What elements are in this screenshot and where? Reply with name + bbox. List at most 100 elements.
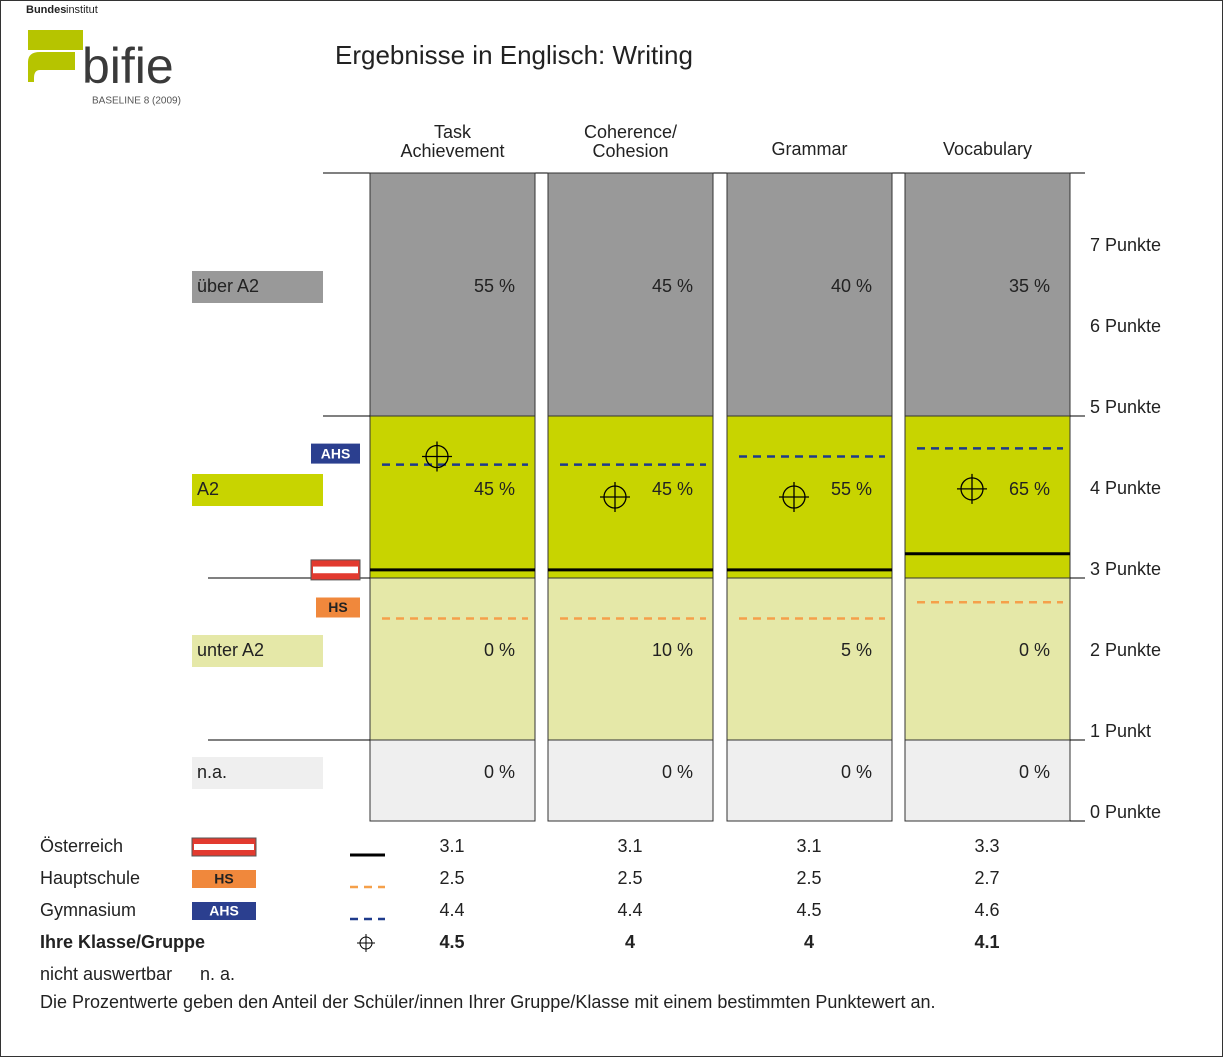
badge-text: AHS [321, 445, 351, 461]
logo-suffix: institut [66, 4, 98, 16]
band-legend-box [192, 635, 323, 667]
percent-label: 55 % [474, 276, 515, 296]
percent-label: 45 % [652, 276, 693, 296]
band-cell [726, 739, 893, 822]
percent-label: 0 % [484, 640, 515, 660]
band-cell [726, 577, 893, 741]
value-cell: 4.5 [439, 932, 464, 952]
percent-label: 0 % [1019, 762, 1050, 782]
chart-title: Ergebnisse in Englisch: Writing [335, 40, 693, 70]
value-cell: 4.6 [974, 900, 999, 920]
band-legend-box [192, 474, 323, 506]
percent-label: 0 % [1019, 640, 1050, 660]
class-marker [779, 482, 809, 512]
flag-austria [310, 559, 361, 581]
band-name: n.a. [197, 762, 227, 782]
flag-white [313, 566, 358, 574]
band-name: unter A2 [197, 640, 264, 660]
band-cell [369, 172, 536, 417]
class-marker [422, 441, 452, 472]
value-cell: 3.1 [617, 836, 642, 856]
band-cell [369, 739, 536, 822]
logo-prefix: Bundes [26, 4, 66, 16]
badge-text: AHS [209, 903, 239, 919]
band-cell [726, 415, 893, 579]
value-cell: 4 [625, 932, 635, 952]
column-header: Vocabulary [943, 139, 1032, 159]
series-name: Ihre Klasse/Gruppe [40, 932, 205, 952]
y-tick-label: 1 Punkt [1090, 721, 1151, 741]
band-legend-box [192, 271, 323, 303]
badge-box [311, 443, 360, 464]
y-tick-label: 5 Punkte [1090, 397, 1161, 417]
column-header: Task [434, 122, 472, 142]
band-cell [547, 415, 714, 579]
value-cell: 2.5 [796, 868, 821, 888]
logo-name: bifie [82, 38, 174, 94]
legend-crosshair [357, 934, 375, 952]
value-cell: 3.3 [974, 836, 999, 856]
band-name: A2 [197, 479, 219, 499]
value-cell: 4.5 [796, 900, 821, 920]
y-tick-label: 6 Punkte [1090, 316, 1161, 336]
series-name: Hauptschule [40, 868, 140, 888]
band-name: über A2 [197, 276, 259, 296]
percent-label: 45 % [652, 479, 693, 499]
column-header: Cohesion [592, 141, 668, 161]
badge-box [192, 902, 256, 920]
percent-label: 0 % [841, 762, 872, 782]
value-cell: 4.1 [974, 932, 999, 952]
band-cell [547, 577, 714, 741]
band-cell [904, 739, 1071, 822]
badge-box [192, 870, 256, 888]
footnote: Die Prozentwerte geben den Anteil der Sc… [40, 992, 935, 1012]
percent-label: 10 % [652, 640, 693, 660]
y-tick-label: 0 Punkte [1090, 802, 1161, 822]
value-cell: 2.5 [617, 868, 642, 888]
na-label: nicht auswertbar [40, 964, 172, 984]
percent-label: 35 % [1009, 276, 1050, 296]
band-cell [369, 577, 536, 741]
percent-label: 40 % [831, 276, 872, 296]
series-name: Österreich [40, 836, 123, 856]
badge-text: HS [214, 871, 233, 887]
flag-white [194, 844, 254, 850]
logo-subtitle: BASELINE 8 (2009) [92, 96, 181, 107]
value-cell: 4.4 [439, 900, 464, 920]
percent-label: 55 % [831, 479, 872, 499]
band-cell [726, 172, 893, 417]
column-header: Grammar [772, 139, 848, 159]
column-header: Coherence/ [584, 122, 677, 142]
value-cell: 3.1 [439, 836, 464, 856]
class-marker [600, 482, 630, 512]
badge-text: HS [328, 599, 347, 615]
percent-label: 0 % [484, 762, 515, 782]
class-marker [957, 473, 987, 504]
value-cell: 3.1 [796, 836, 821, 856]
y-tick-label: 2 Punkte [1090, 640, 1161, 660]
percent-label: 0 % [662, 762, 693, 782]
band-cell [904, 172, 1071, 417]
band-cell [369, 415, 536, 579]
logo-swoosh [28, 52, 75, 82]
band-cell [547, 172, 714, 417]
value-cell: 2.5 [439, 868, 464, 888]
percent-label: 45 % [474, 479, 515, 499]
column-header: Achievement [400, 141, 504, 161]
flag-austria [191, 837, 257, 857]
value-cell: 4.4 [617, 900, 642, 920]
series-name: Gymnasium [40, 900, 136, 920]
value-cell: 2.7 [974, 868, 999, 888]
y-tick-label: 4 Punkte [1090, 478, 1161, 498]
band-legend-box [192, 757, 323, 789]
value-cell: 4 [804, 932, 814, 952]
band-cell [904, 415, 1071, 579]
y-tick-label: 7 Punkte [1090, 235, 1161, 255]
logo: Bundes institut bifie BASELINE 8 (2009) [26, 4, 181, 107]
badge-box [316, 597, 360, 618]
percent-label: 5 % [841, 640, 872, 660]
na-abbr: n. a. [200, 964, 235, 984]
y-tick-label: 3 Punkte [1090, 559, 1161, 579]
band-cell [904, 577, 1071, 741]
